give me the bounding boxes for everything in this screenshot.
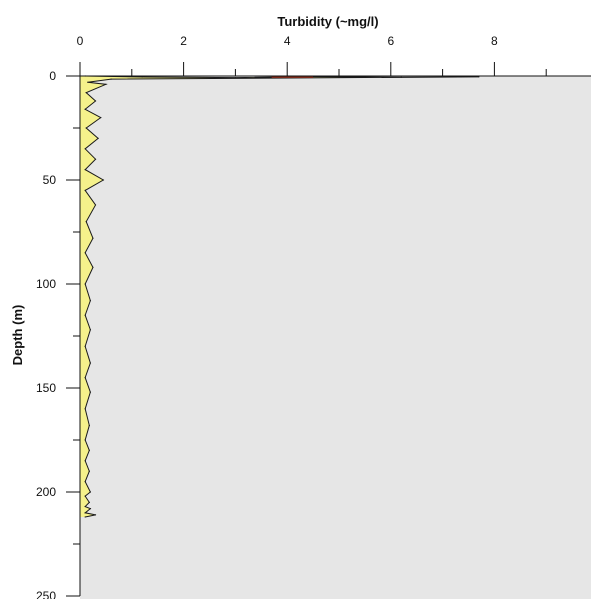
data-point-14 [97, 137, 99, 139]
y-tick-label-4: 200 [36, 485, 56, 499]
data-point-17 [84, 169, 86, 171]
data-point-12 [100, 117, 102, 119]
data-point-2 [234, 77, 236, 79]
profile-line-layer [84, 75, 480, 518]
x-axis-title: Turbidity (~mg/l) [277, 14, 378, 29]
turbidity-profile-line [84, 75, 479, 518]
y-tick-label-5: 250 [36, 589, 56, 599]
y-ticks: 0 50 100 150 200 250 [36, 69, 80, 599]
data-point-31 [84, 377, 86, 379]
data-point-4 [400, 76, 402, 78]
data-point-18 [102, 179, 104, 181]
data-point-32 [89, 391, 91, 393]
y-tick-label-2: 100 [36, 277, 56, 291]
data-point-16 [94, 158, 97, 160]
data-point-45 [84, 512, 86, 514]
x-tick-label-1: 2 [180, 34, 187, 48]
data-point-36 [88, 449, 90, 451]
data-point-27 [84, 314, 86, 316]
data-point-44 [89, 508, 91, 510]
data-point-7 [87, 81, 89, 83]
data-point-9 [85, 92, 87, 94]
data-point-15 [84, 148, 86, 150]
data-point-10 [94, 100, 97, 102]
data-point-42 [88, 501, 90, 503]
data-point-20 [94, 204, 97, 206]
data-point-19 [84, 189, 86, 191]
x-tick-label-0: 0 [77, 34, 84, 48]
data-point-6 [110, 78, 112, 80]
data-point-29 [84, 345, 86, 347]
data-point-30 [89, 362, 91, 364]
data-point-46 [94, 514, 97, 516]
data-point-24 [92, 266, 94, 268]
data-point-33 [84, 408, 86, 410]
data-point-39 [84, 481, 86, 483]
data-point-5 [478, 76, 480, 78]
y-tick-label-0: 0 [49, 69, 56, 83]
data-point-38 [88, 470, 90, 472]
y-tick-label-1: 50 [43, 173, 57, 187]
data-point-11 [84, 108, 86, 110]
data-point-37 [84, 460, 86, 462]
data-point-34 [88, 424, 90, 427]
data-point-28 [89, 329, 91, 331]
data-point-25 [84, 283, 86, 285]
x-ticks: 024681 [77, 34, 547, 76]
data-point-21 [85, 221, 87, 223]
x-tick-label-2: 4 [284, 34, 291, 48]
data-point-35 [84, 439, 86, 441]
data-point-41 [84, 495, 86, 497]
data-point-13 [85, 127, 87, 129]
data-point-1 [141, 76, 143, 78]
data-point-40 [89, 491, 91, 493]
x-tick-label-3: 6 [387, 34, 394, 48]
data-point-47 [84, 516, 86, 518]
data-point-23 [84, 252, 86, 254]
data-point-43 [84, 505, 86, 508]
y-axis-title: Depth (m) [10, 305, 25, 366]
x-tick-label-4: 8 [491, 34, 498, 48]
y-tick-label-3: 150 [36, 381, 56, 395]
data-point-8 [105, 83, 107, 85]
data-point-26 [89, 300, 91, 302]
plot-area [80, 76, 591, 599]
data-point-22 [92, 237, 94, 239]
